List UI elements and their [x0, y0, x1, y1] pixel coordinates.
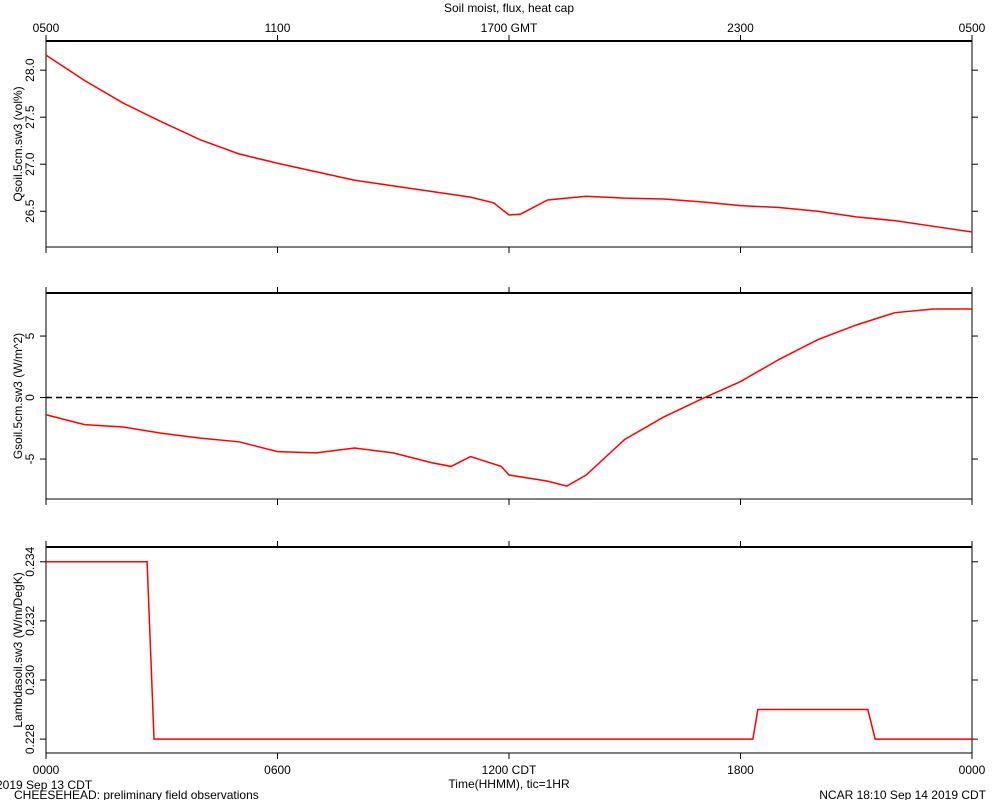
y-tick-label: 0.232 — [23, 606, 37, 636]
date-note: 2019 Sep 13 CDT — [0, 778, 93, 792]
y-tick-label: 0.234 — [23, 546, 37, 576]
y-tick-label: 0.228 — [23, 724, 37, 754]
x-tick-label: 1700 GMT — [481, 21, 538, 35]
plot-frame — [45, 40, 973, 248]
data-line — [45, 308, 972, 487]
plot-frame — [45, 292, 973, 500]
plot-frame — [45, 546, 973, 754]
y-tick-label: 28.0 — [23, 58, 37, 82]
x-axis-label: Time(HHMM), tic=1HR — [448, 777, 570, 791]
source-note: CHEESEHEAD: preliminary field observatio… — [14, 788, 259, 800]
y-tick-label: 0 — [23, 394, 37, 401]
data-line — [46, 561, 972, 740]
x-tick-label: 2300 — [727, 21, 754, 35]
y-tick-label: 5 — [23, 332, 37, 339]
x-tick-label: 0500 — [959, 21, 986, 35]
credit-note: NCAR 18:10 Sep 14 2019 CDT — [819, 788, 986, 800]
y-tick-label: -5 — [23, 453, 37, 464]
y-axis-label: Lambdasoil.sw3 (W/m/DegK) — [11, 572, 25, 727]
y-tick-label: 27.0 — [23, 152, 37, 176]
y-tick-label: 0.230 — [23, 665, 37, 695]
x-tick-label: 0500 — [33, 21, 60, 35]
x-tick-label: 1100 — [265, 21, 291, 35]
data-line — [45, 54, 973, 233]
x-tick-label: 1200 CDT — [482, 763, 537, 777]
y-axis-label: Gsoil.5cm.sw3 (W/m^2) — [11, 333, 25, 459]
y-tick-label: 26.5 — [23, 199, 37, 223]
x-tick-label: 0600 — [264, 763, 291, 777]
x-tick-label: 1800 — [727, 763, 754, 777]
y-axis-label: Qsoil.5cm.sw3 (vol%) — [11, 86, 25, 201]
x-tick-label: 0000 — [959, 763, 986, 777]
y-tick-label: 27.5 — [23, 105, 37, 129]
x-tick-label: 0000 — [33, 763, 60, 777]
chart-title: Soil moist, flux, heat cap — [444, 1, 574, 15]
